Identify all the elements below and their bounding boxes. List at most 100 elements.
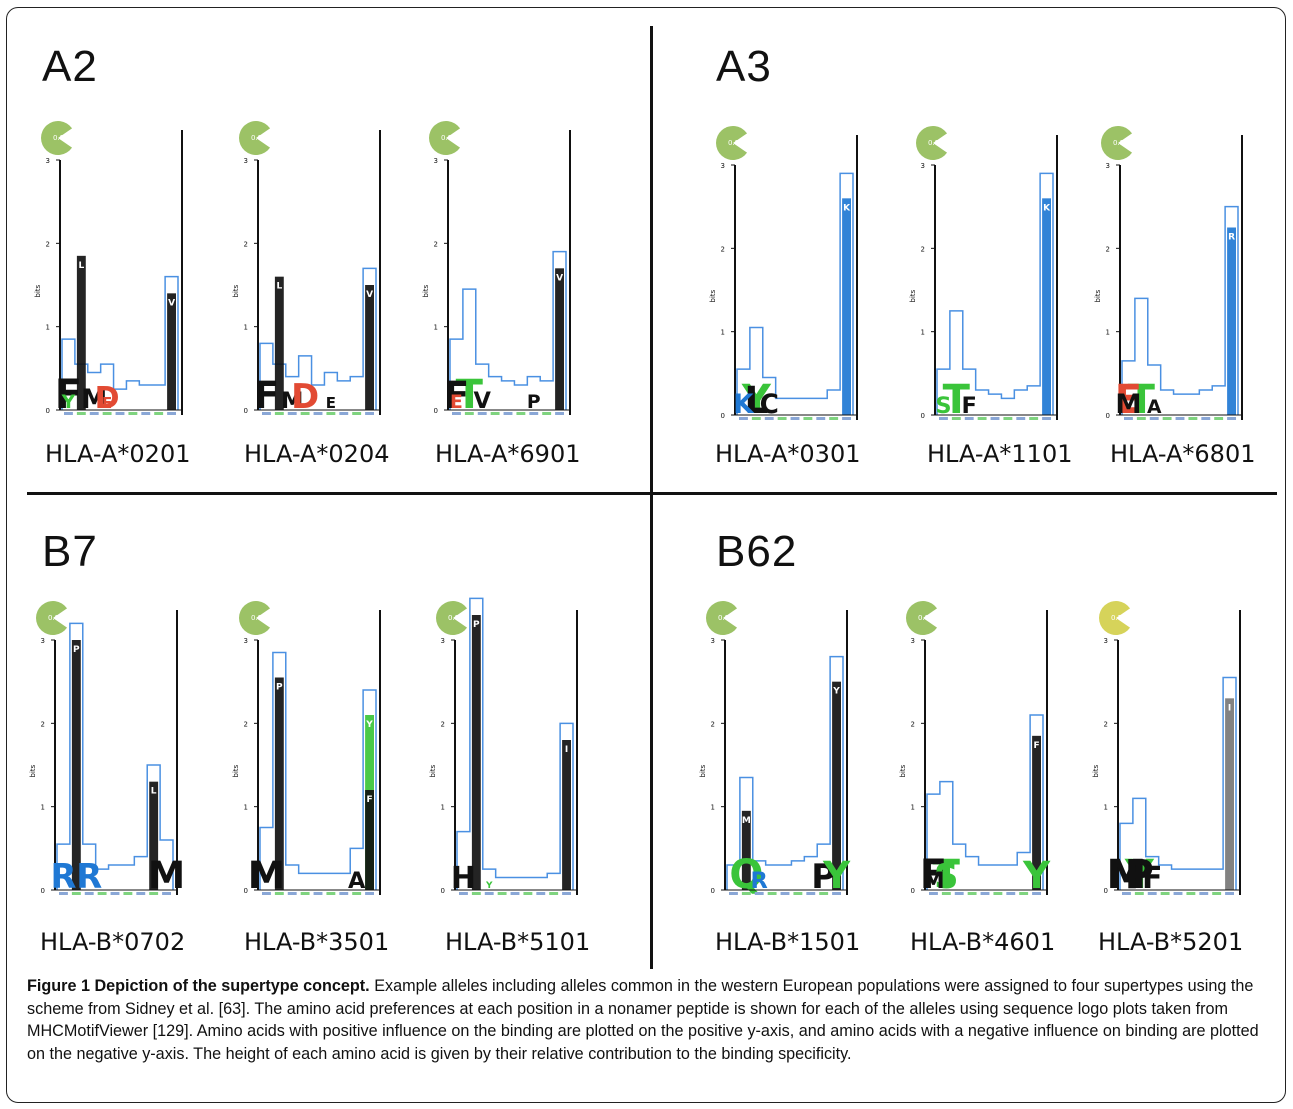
allele-label: HLA-B*5101 xyxy=(445,928,591,956)
peak-residue-letter: R xyxy=(1228,233,1235,243)
y-tick-label: 3 xyxy=(1106,162,1110,170)
x-position-marker xyxy=(941,892,951,895)
allele-label: HLA-A*6801 xyxy=(1110,440,1256,468)
x-position-marker xyxy=(490,412,500,415)
x-position-marker xyxy=(497,892,507,895)
residue-letter: M xyxy=(281,388,303,414)
peak-residue-letter: F xyxy=(1033,741,1039,751)
score-badge xyxy=(429,121,461,155)
x-position-marker xyxy=(115,412,125,415)
x-position-marker xyxy=(1016,417,1026,420)
peak-residue xyxy=(741,810,751,890)
x-position-marker xyxy=(751,417,761,420)
y-axis-label: bits xyxy=(29,764,37,777)
panel-title-a2: A2 xyxy=(42,42,98,91)
x-position-marker xyxy=(980,892,990,895)
x-position-marker xyxy=(136,892,146,895)
x-position-marker xyxy=(352,412,362,415)
x-position-marker xyxy=(939,417,948,420)
x-position-marker xyxy=(793,892,803,895)
x-position-marker xyxy=(141,412,151,415)
x-position-marker xyxy=(842,417,851,420)
x-position-marker xyxy=(300,412,310,415)
peak-residue xyxy=(832,681,841,890)
x-position-marker xyxy=(1201,417,1211,420)
x-position-marker xyxy=(1032,892,1041,895)
x-position-marker xyxy=(274,892,284,895)
y-tick-label: 1 xyxy=(244,324,248,332)
y-tick-label: 2 xyxy=(1104,720,1108,728)
score-badge xyxy=(239,121,271,155)
residue-letter: K xyxy=(733,390,755,420)
y-tick-label: 3 xyxy=(244,157,248,165)
x-position-marker xyxy=(536,892,546,895)
x-position-marker xyxy=(764,417,774,420)
y-tick-label: 2 xyxy=(441,720,445,728)
peak-residue xyxy=(1225,698,1234,890)
allele-label: HLA-B*5201 xyxy=(1098,928,1244,956)
peak-residue-letter: V xyxy=(556,273,563,283)
residue-letter: R xyxy=(751,868,768,894)
x-position-marker xyxy=(964,417,974,420)
y-axis-label: bits xyxy=(429,764,437,777)
y-tick-label: 0 xyxy=(244,887,248,895)
x-position-marker xyxy=(313,412,323,415)
allele-label: HLA-A*1101 xyxy=(927,440,1073,468)
x-position-marker xyxy=(1162,417,1172,420)
score-text: 0.81 xyxy=(1113,139,1129,147)
peak-residue xyxy=(1227,227,1236,415)
score-badge xyxy=(36,601,68,635)
x-position-marker xyxy=(484,892,494,895)
x-position-marker xyxy=(1186,892,1196,895)
peak-residue xyxy=(365,790,374,890)
x-position-marker xyxy=(59,892,68,895)
score-badge xyxy=(906,601,938,635)
x-position-marker xyxy=(97,892,107,895)
x-position-marker xyxy=(754,892,764,895)
x-position-marker xyxy=(262,412,271,415)
y-axis-label: bits xyxy=(1094,289,1102,302)
outline-curve xyxy=(449,250,567,410)
y-tick-label: 0 xyxy=(921,412,925,420)
x-position-marker xyxy=(1199,892,1209,895)
x-position-marker xyxy=(123,892,133,895)
vertical-divider xyxy=(650,26,653,969)
residue-letter: Y xyxy=(485,881,493,891)
x-position-marker xyxy=(1214,417,1224,420)
peak-residue xyxy=(71,640,81,890)
residue-letter: C xyxy=(760,390,779,420)
x-position-marker xyxy=(452,412,461,415)
y-tick-label: 1 xyxy=(711,804,715,812)
residue-letter: M xyxy=(922,868,944,894)
x-position-marker xyxy=(84,892,94,895)
panel-title-b7: B7 xyxy=(42,527,98,576)
x-position-marker xyxy=(832,892,841,895)
x-position-marker xyxy=(951,417,961,420)
x-position-marker xyxy=(1003,417,1013,420)
peak-residue xyxy=(76,255,86,410)
x-position-marker xyxy=(64,412,73,415)
x-position-marker xyxy=(529,412,539,415)
x-position-marker xyxy=(262,892,271,895)
residue-letter: A xyxy=(348,868,366,894)
x-position-marker xyxy=(1212,892,1222,895)
x-position-marker xyxy=(803,417,813,420)
residue-letter: E xyxy=(450,392,463,413)
x-position-marker xyxy=(1134,892,1144,895)
x-position-marker xyxy=(829,417,839,420)
x-position-marker xyxy=(365,892,374,895)
allele-label: HLA-A*0201 xyxy=(45,440,191,468)
outline-curve xyxy=(726,655,844,890)
score-badge xyxy=(239,601,271,635)
x-position-marker xyxy=(287,412,297,415)
peak-residue-letter: I xyxy=(1228,703,1231,713)
x-position-marker xyxy=(1147,892,1157,895)
x-position-marker xyxy=(1136,417,1146,420)
figure-caption: Figure 1 Depiction of the supertype conc… xyxy=(27,975,1267,1065)
x-position-marker xyxy=(459,892,468,895)
residue-letter: E xyxy=(102,394,112,412)
x-position-marker xyxy=(1225,892,1234,895)
peak-residue xyxy=(842,198,851,415)
